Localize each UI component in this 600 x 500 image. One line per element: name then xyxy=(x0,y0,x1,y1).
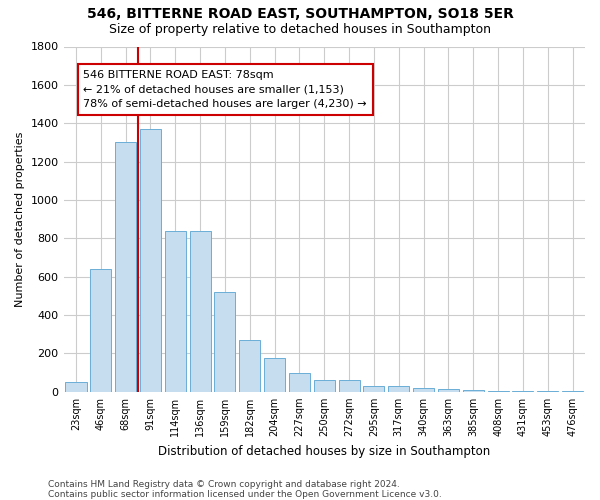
Bar xyxy=(364,386,385,392)
Bar xyxy=(289,372,310,392)
Text: Size of property relative to detached houses in Southampton: Size of property relative to detached ho… xyxy=(109,22,491,36)
Text: 546 BITTERNE ROAD EAST: 78sqm
← 21% of detached houses are smaller (1,153)
78% o: 546 BITTERNE ROAD EAST: 78sqm ← 21% of d… xyxy=(83,70,367,109)
X-axis label: Distribution of detached houses by size in Southampton: Distribution of detached houses by size … xyxy=(158,444,490,458)
Text: Contains HM Land Registry data © Crown copyright and database right 2024.: Contains HM Land Registry data © Crown c… xyxy=(48,480,400,489)
Bar xyxy=(239,340,260,392)
Bar xyxy=(562,391,583,392)
Bar xyxy=(537,391,559,392)
Bar xyxy=(90,269,112,392)
Bar xyxy=(214,292,235,392)
Bar xyxy=(413,388,434,392)
Y-axis label: Number of detached properties: Number of detached properties xyxy=(15,132,25,307)
Bar xyxy=(65,382,86,392)
Text: 546, BITTERNE ROAD EAST, SOUTHAMPTON, SO18 5ER: 546, BITTERNE ROAD EAST, SOUTHAMPTON, SO… xyxy=(86,8,514,22)
Bar xyxy=(512,391,533,392)
Bar xyxy=(338,380,359,392)
Bar xyxy=(165,230,186,392)
Bar xyxy=(115,142,136,392)
Bar xyxy=(314,380,335,392)
Bar xyxy=(388,386,409,392)
Bar xyxy=(488,391,509,392)
Bar xyxy=(140,129,161,392)
Bar xyxy=(190,230,211,392)
Text: Contains public sector information licensed under the Open Government Licence v3: Contains public sector information licen… xyxy=(48,490,442,499)
Bar xyxy=(463,390,484,392)
Bar xyxy=(438,389,459,392)
Bar xyxy=(264,358,285,392)
